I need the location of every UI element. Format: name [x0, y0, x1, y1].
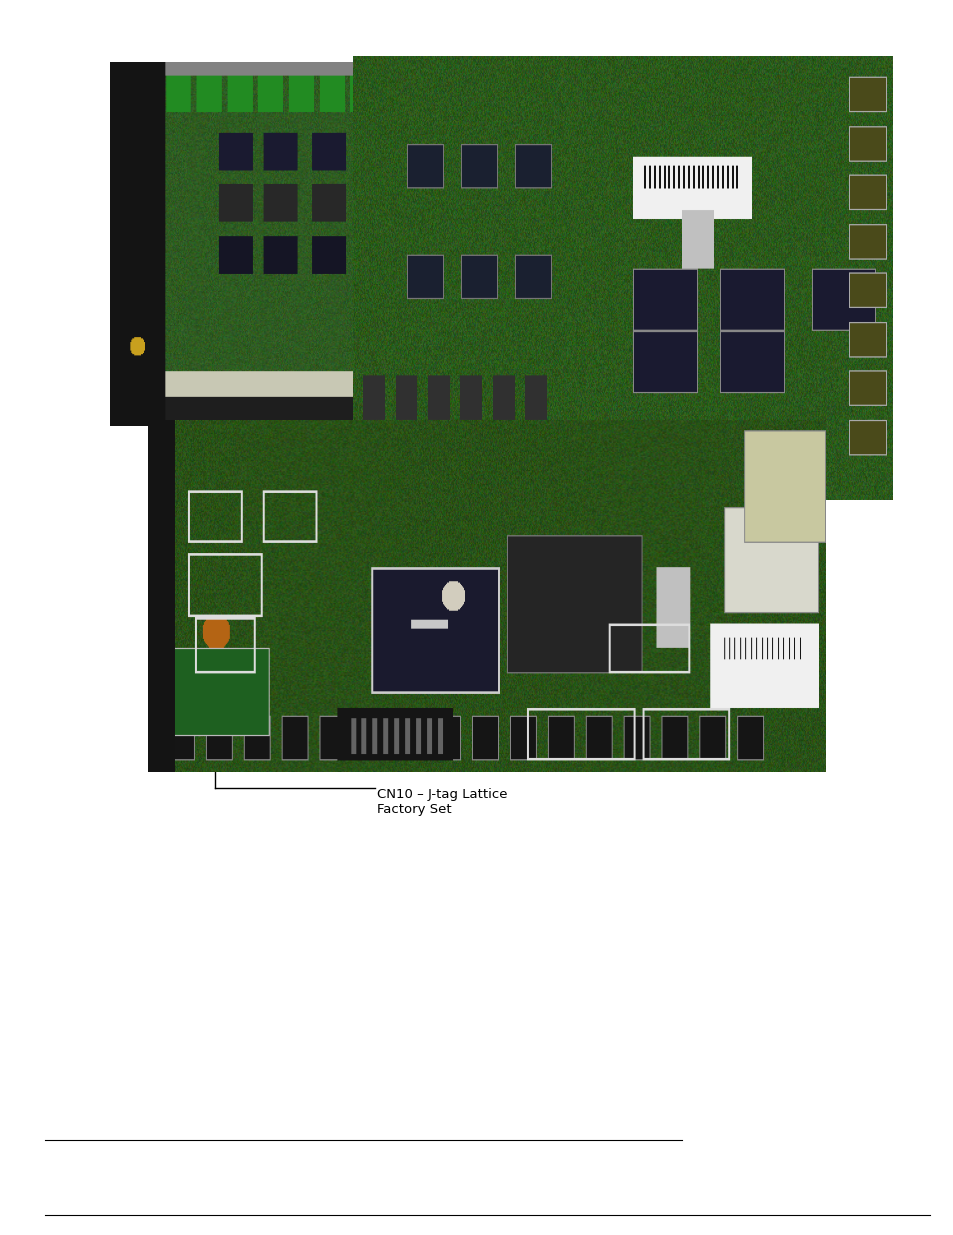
Ellipse shape: [499, 724, 515, 750]
Text: CN3 – RS-232
Monitoring: CN3 – RS-232 Monitoring: [633, 619, 723, 647]
Text: J2 -Monitor
Future Use: J2 -Monitor Future Use: [633, 542, 704, 571]
Text: 1: 1: [458, 731, 464, 742]
Text: 4-6 shorted: 192.168.1.108: 4-6 shorted: 192.168.1.108: [526, 718, 675, 727]
Text: 5: 5: [504, 731, 510, 742]
Text: 2: 2: [458, 708, 464, 718]
FancyBboxPatch shape: [449, 697, 519, 751]
Ellipse shape: [499, 699, 515, 725]
Text: J1 -Watchdog Hardware
Always On: J1 -Watchdog Hardware Always On: [633, 579, 789, 608]
Ellipse shape: [476, 699, 492, 725]
Text: 6: 6: [504, 708, 510, 718]
Ellipse shape: [476, 724, 492, 750]
Text: CN10 – J-tag Lattice
Factory Set: CN10 – J-tag Lattice Factory Set: [376, 788, 507, 816]
Text: 4: 4: [481, 708, 487, 718]
Text: CN8 – SPI: CN8 – SPI: [376, 729, 439, 742]
Text: 2-4 shorted: Custom IP: 2-4 shorted: Custom IP: [526, 737, 651, 747]
Text: CN2 – Display: CN2 – Display: [442, 540, 534, 553]
Text: CN6 – Single
Wire Communication: CN6 – Single Wire Communication: [442, 620, 581, 648]
Ellipse shape: [454, 724, 469, 750]
Ellipse shape: [454, 699, 469, 725]
Text: CN12 – Keyboard: CN12 – Keyboard: [633, 650, 746, 663]
Text: 3: 3: [481, 731, 487, 742]
Text: CN24 – Mode
Select – Future Use: CN24 – Mode Select – Future Use: [442, 574, 570, 603]
